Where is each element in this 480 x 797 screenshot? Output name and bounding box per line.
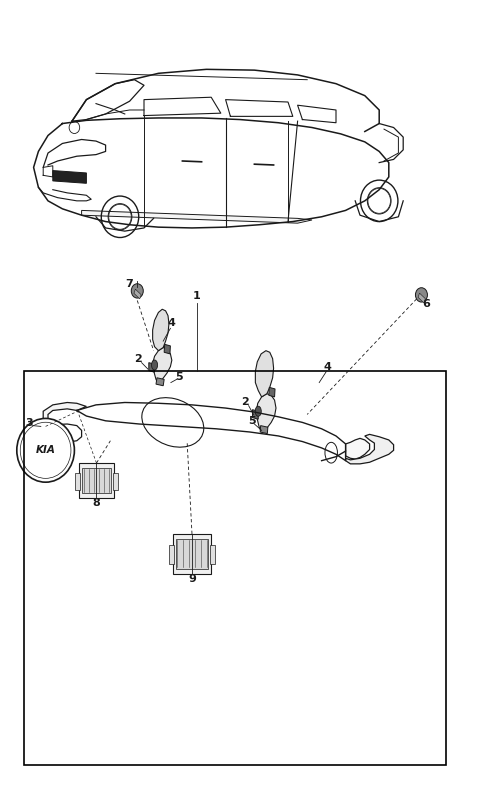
Text: 3: 3 — [25, 418, 33, 428]
Bar — [79, 463, 114, 498]
Polygon shape — [256, 394, 276, 432]
Polygon shape — [82, 210, 312, 223]
Bar — [418, 293, 425, 303]
Polygon shape — [346, 438, 370, 459]
Bar — [210, 545, 215, 564]
Bar — [113, 473, 118, 490]
Circle shape — [255, 406, 261, 416]
Text: 4: 4 — [168, 318, 176, 328]
Ellipse shape — [17, 418, 74, 482]
Bar — [176, 539, 208, 569]
Text: 2: 2 — [241, 398, 249, 407]
Circle shape — [152, 360, 157, 370]
Polygon shape — [43, 402, 86, 422]
Bar — [82, 468, 111, 493]
Polygon shape — [255, 351, 274, 397]
Text: 8: 8 — [93, 498, 100, 508]
Polygon shape — [252, 410, 258, 419]
Bar — [173, 534, 211, 574]
Text: 1: 1 — [193, 292, 201, 301]
Ellipse shape — [132, 284, 143, 298]
Polygon shape — [153, 347, 172, 384]
Text: 6: 6 — [422, 300, 430, 309]
Polygon shape — [346, 434, 394, 464]
Text: 4: 4 — [324, 362, 332, 371]
Polygon shape — [164, 344, 170, 354]
Text: 9: 9 — [188, 575, 196, 584]
Ellipse shape — [20, 422, 71, 478]
Polygon shape — [260, 426, 268, 434]
Polygon shape — [53, 171, 86, 183]
Bar — [134, 289, 141, 299]
Polygon shape — [156, 378, 164, 386]
Bar — [169, 545, 174, 564]
Polygon shape — [153, 309, 169, 351]
Text: 5: 5 — [248, 416, 255, 426]
Ellipse shape — [415, 288, 427, 302]
Text: 2: 2 — [134, 355, 142, 364]
Text: KIA: KIA — [36, 446, 56, 455]
Bar — [75, 473, 80, 490]
Polygon shape — [269, 387, 275, 397]
Polygon shape — [149, 363, 155, 372]
Text: 5: 5 — [175, 372, 182, 382]
Polygon shape — [43, 422, 82, 442]
Text: 7: 7 — [125, 279, 132, 289]
Bar — [24, 371, 446, 765]
